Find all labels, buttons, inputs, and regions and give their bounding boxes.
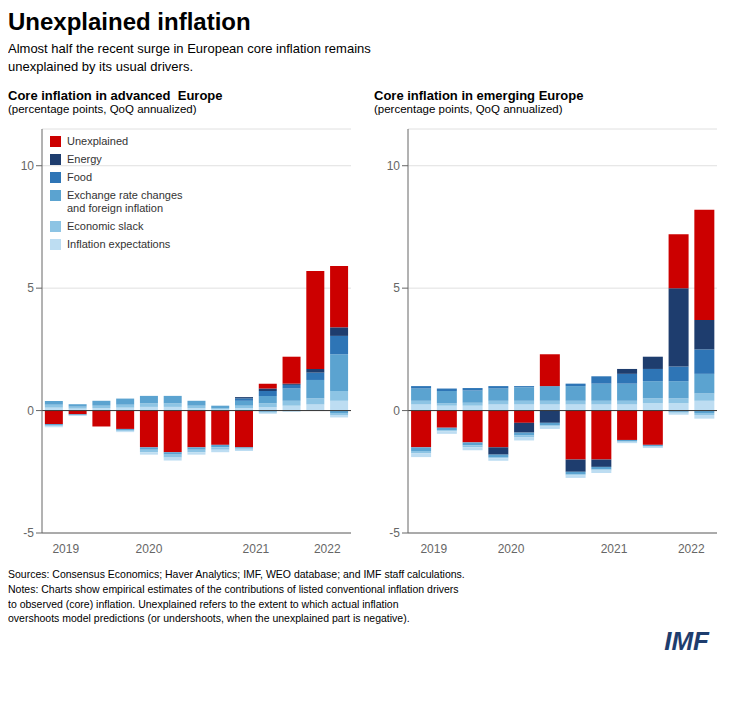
html-text:Sources: Consensus Economics;: Sources: Consensus Economics; Haver Anal…: [8, 568, 465, 625]
svg-text:2021: 2021: [601, 542, 628, 556]
svg-text:2022: 2022: [678, 542, 705, 556]
svg-text:5: 5: [27, 282, 34, 296]
svg-text:0: 0: [27, 404, 34, 418]
svg-text:2019: 2019: [420, 542, 447, 556]
html-text:IMF: IMF: [664, 626, 709, 657]
html-text:Unexplained inflation: Unexplained inflation: [8, 8, 251, 35]
svg-text:0: 0: [393, 404, 400, 418]
svg-text:2022: 2022: [314, 542, 341, 556]
html-text:Energy: Energy: [67, 153, 102, 166]
svg-text:10: 10: [387, 159, 401, 173]
html-text:Core inflation in emerging Eur: Core inflation in emerging Europe: [374, 88, 584, 104]
svg-text:2021: 2021: [243, 542, 270, 556]
svg-text:2019: 2019: [52, 542, 79, 556]
svg-text:-5: -5: [23, 527, 34, 541]
html-text:Inflation expectations: Inflation expectations: [67, 237, 171, 250]
html-text:Almost half the recent surge i: Almost half the recent surge in European…: [8, 41, 371, 75]
svg-text:-5: -5: [389, 527, 400, 541]
svg-text:10: 10: [21, 159, 35, 173]
html-text:Unexplained: Unexplained: [67, 135, 129, 148]
html-text:(percentage points, QoQ annual: (percentage points, QoQ annualized): [8, 103, 197, 116]
html-text:Exchange rate changes and fore: Exchange rate changes and foreign inflat…: [67, 188, 183, 215]
html-text:Core inflation in advanced Eur: Core inflation in advanced Europe: [8, 88, 223, 104]
html-text:Economic slack: Economic slack: [67, 220, 144, 233]
svg-text:2020: 2020: [136, 542, 163, 556]
html-text:(percentage points, QoQ annual: (percentage points, QoQ annualized): [374, 103, 563, 116]
svg-text:2020: 2020: [498, 542, 525, 556]
html-text:Food: Food: [67, 170, 93, 183]
svg-text:5: 5: [393, 282, 400, 296]
